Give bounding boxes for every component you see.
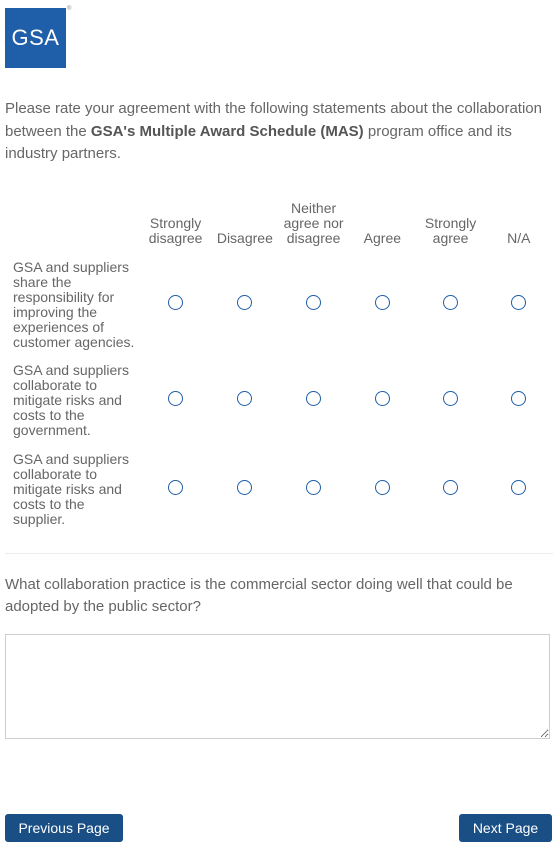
registered-mark: ®: [67, 6, 72, 12]
radio-na[interactable]: [511, 294, 527, 310]
rating-matrix: Strongly disagree Disagree Neither agree…: [5, 184, 553, 534]
radio-strongly-agree[interactable]: [443, 390, 459, 406]
intro-text-after: program office and its industry partners…: [5, 122, 512, 163]
radio-na[interactable]: [511, 479, 527, 495]
next-page-button[interactable]: Next Page: [459, 814, 552, 842]
intro-text-bold: GSA's Multiple Award Schedule (MAS): [90, 122, 364, 140]
column-header-strongly-agree: Strongly agree: [424, 215, 477, 246]
radio-agree[interactable]: [374, 294, 390, 310]
section-divider: [5, 553, 553, 554]
row-label: GSA and suppliers collaborate to mitigat…: [13, 362, 129, 438]
matrix-corner: [5, 184, 140, 253]
radio-agree[interactable]: [374, 390, 390, 406]
radio-strongly-disagree[interactable]: [168, 479, 184, 495]
row-label: GSA and suppliers share the responsibili…: [13, 258, 135, 350]
column-header-na: N/A: [507, 230, 531, 246]
answer-textarea[interactable]: [5, 634, 550, 739]
radio-agree[interactable]: [374, 479, 390, 495]
radio-strongly-agree[interactable]: [443, 294, 459, 310]
radio-neither[interactable]: [306, 390, 322, 406]
radio-neither[interactable]: [306, 479, 322, 495]
previous-page-button[interactable]: Previous Page: [5, 814, 123, 842]
column-header-neither: Neither agree nor disagree: [283, 200, 344, 246]
radio-strongly-disagree[interactable]: [168, 390, 184, 406]
matrix-row: GSA and suppliers collaborate to mitigat…: [5, 356, 553, 445]
matrix-row: GSA and suppliers collaborate to mitigat…: [5, 445, 553, 534]
radio-disagree[interactable]: [237, 294, 253, 310]
radio-na[interactable]: [511, 390, 527, 406]
radio-disagree[interactable]: [237, 390, 253, 406]
radio-strongly-disagree[interactable]: [168, 294, 184, 310]
row-label: GSA and suppliers collaborate to mitigat…: [13, 451, 129, 527]
column-header-strongly-disagree: Strongly disagree: [148, 215, 203, 246]
matrix-question-text: Please rate your agreement with the foll…: [5, 98, 553, 166]
column-header-disagree: Disagree: [216, 230, 273, 246]
gsa-logo-mark: GSA: [5, 8, 66, 68]
matrix-row: GSA and suppliers share the responsibili…: [5, 253, 553, 356]
open-question-text: What collaboration practice is the comme…: [5, 576, 513, 615]
gsa-logo: GSA ®: [5, 6, 71, 68]
column-header-agree: Agree: [363, 230, 402, 246]
radio-neither[interactable]: [306, 294, 322, 310]
radio-disagree[interactable]: [237, 479, 253, 495]
radio-strongly-agree[interactable]: [443, 479, 459, 495]
intro-text-before: Please rate your agreement with the foll…: [5, 100, 542, 140]
